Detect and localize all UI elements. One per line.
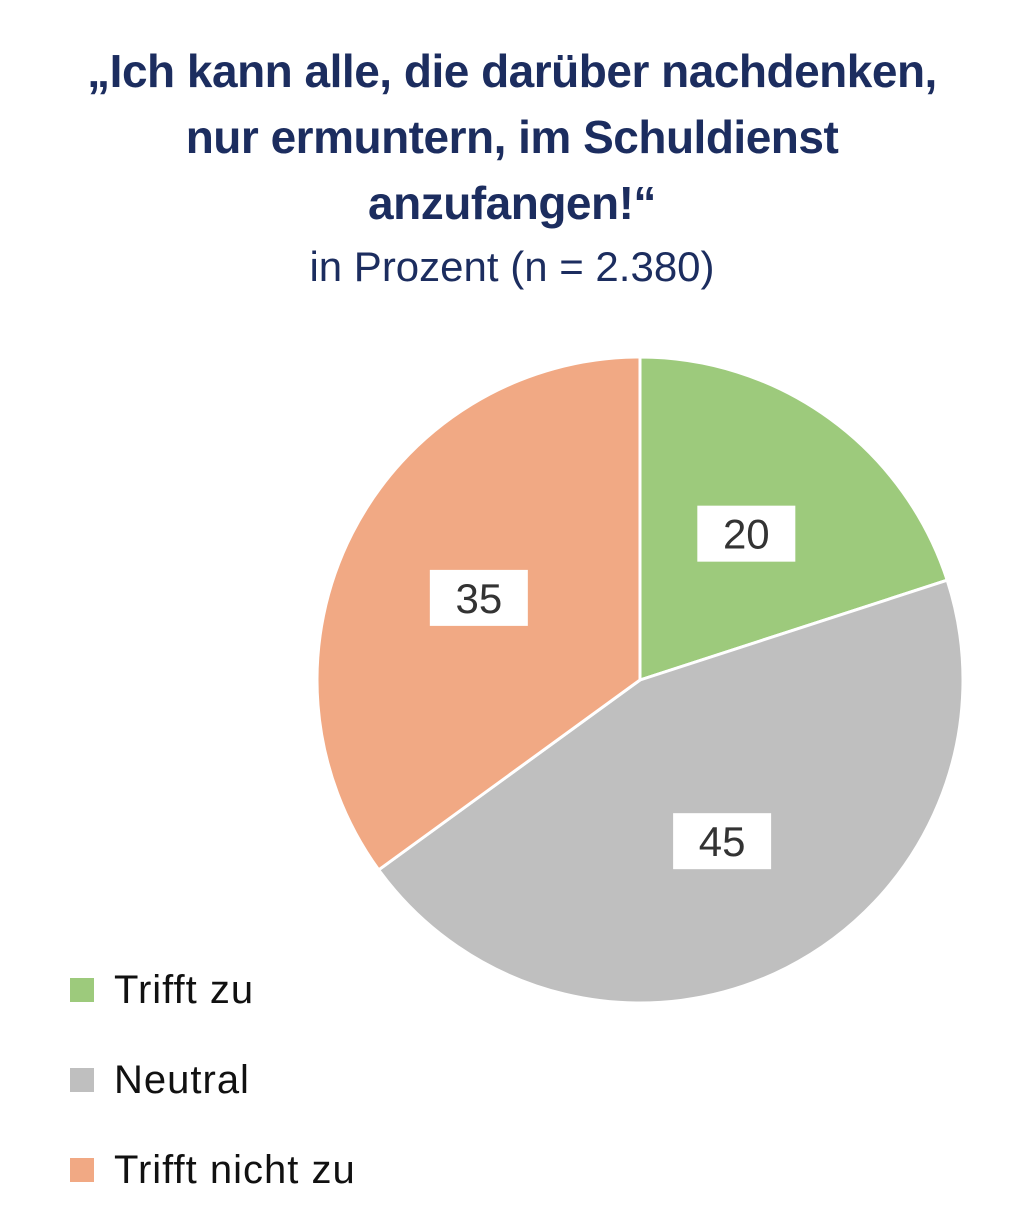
chart-title-line-1: „Ich kann alle, die darüber nachdenken, [87, 45, 937, 97]
data-label-trifft-nicht-zu: 35 [429, 569, 528, 626]
chart-subtitle: in Prozent (n = 2.380) [309, 243, 715, 290]
chart-legend: Trifft zu Neutral Trifft nicht zu [70, 945, 356, 1215]
chart-title-line-2: nur ermuntern, im Schuldienst [185, 111, 839, 163]
legend-swatch-trifft-zu [70, 978, 94, 1002]
legend-swatch-neutral [70, 1068, 94, 1092]
legend-item-neutral: Neutral [70, 1035, 356, 1125]
data-label-neutral: 45 [673, 813, 772, 870]
data-label-trifft-zu: 20 [697, 505, 796, 562]
data-label-text-trifft-zu: 20 [723, 511, 770, 558]
data-label-box-trifft-zu [697, 505, 796, 562]
data-label-box-neutral [673, 813, 772, 870]
legend-label-trifft-nicht-zu: Trifft nicht zu [114, 1147, 356, 1192]
data-label-text-trifft-nicht-zu: 35 [455, 575, 502, 622]
chart-title-block: „Ich kann alle, die darüber nachdenken, … [0, 38, 1024, 298]
legend-swatch-trifft-nicht-zu [70, 1158, 94, 1182]
chart-title-line-3: anzufangen!“ [368, 177, 656, 229]
legend-item-trifft-nicht-zu: Trifft nicht zu [70, 1125, 356, 1215]
legend-label-trifft-zu: Trifft zu [114, 967, 255, 1012]
data-label-text-neutral: 45 [699, 818, 746, 865]
legend-item-trifft-zu: Trifft zu [70, 945, 356, 1035]
pie-slice-neutral [376, 578, 965, 1005]
legend-label-neutral: Neutral [114, 1057, 250, 1102]
data-label-box-trifft-nicht-zu [429, 569, 528, 626]
